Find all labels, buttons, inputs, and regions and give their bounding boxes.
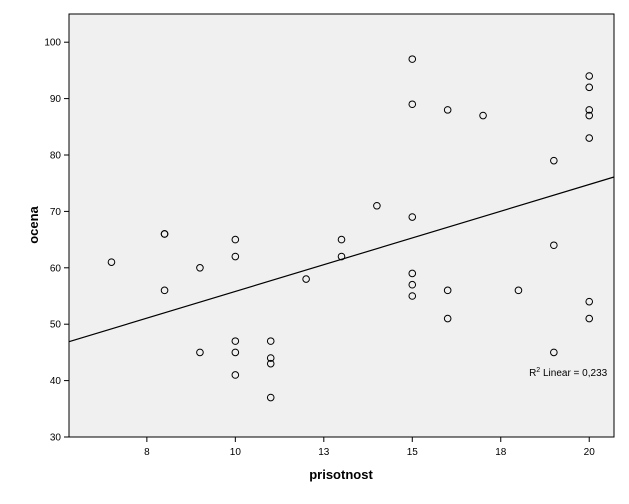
data-points xyxy=(107,55,594,402)
y-tick-label: 50 xyxy=(50,320,62,331)
data-point xyxy=(550,241,558,250)
data-point xyxy=(196,264,204,272)
data-point xyxy=(585,297,594,306)
y-axis: 30 40 50 60 70 80 90 100 xyxy=(44,38,69,444)
y-tick-label: 100 xyxy=(44,38,61,49)
data-point xyxy=(231,235,240,244)
data-point xyxy=(408,55,417,63)
data-point xyxy=(408,100,417,109)
data-point xyxy=(266,354,275,362)
y-tick-label: 40 xyxy=(50,376,62,387)
r-squared-suffix: Linear = 0,233 xyxy=(540,368,607,379)
x-tick-label: 13 xyxy=(318,447,330,458)
data-point xyxy=(585,106,594,114)
data-point xyxy=(160,230,169,238)
data-point xyxy=(585,111,594,120)
x-axis: 8 10 13 15 18 20 xyxy=(144,437,595,458)
data-point xyxy=(337,252,346,261)
data-point xyxy=(408,280,417,289)
data-point xyxy=(196,348,204,357)
data-point xyxy=(266,359,275,368)
x-tick-label: 15 xyxy=(407,447,419,458)
x-tick-label: 10 xyxy=(230,447,242,458)
data-point xyxy=(443,286,452,295)
data-point xyxy=(337,235,346,244)
data-point xyxy=(266,393,275,402)
data-point xyxy=(373,201,381,210)
r-squared-superscript: 2 xyxy=(536,367,540,374)
data-point xyxy=(550,348,558,357)
y-tick-label: 60 xyxy=(50,263,62,274)
y-tick-label: 30 xyxy=(50,433,62,444)
data-point xyxy=(585,83,594,92)
data-point xyxy=(408,292,417,300)
data-point xyxy=(514,286,523,295)
data-point xyxy=(443,314,452,323)
data-point xyxy=(302,275,310,283)
x-tick-label: 20 xyxy=(584,447,596,458)
data-point xyxy=(408,269,417,278)
y-tick-label: 80 xyxy=(50,151,62,162)
data-point xyxy=(443,106,452,114)
data-point xyxy=(107,258,116,266)
x-axis-title: prisotnost xyxy=(309,467,373,482)
data-point xyxy=(550,156,558,165)
data-point xyxy=(266,337,275,345)
x-tick-label: 8 xyxy=(144,447,150,458)
data-point xyxy=(231,337,240,345)
data-point xyxy=(231,348,240,357)
y-axis-title: ocena xyxy=(26,205,41,243)
r-squared-prefix: R xyxy=(529,368,536,379)
data-point xyxy=(231,252,240,261)
x-tick-label: 18 xyxy=(495,447,507,458)
data-point xyxy=(479,111,487,120)
data-point xyxy=(160,286,169,295)
data-point xyxy=(585,314,594,323)
data-point xyxy=(231,371,240,379)
y-tick-label: 70 xyxy=(50,207,62,218)
data-point xyxy=(585,134,594,142)
r-squared-annotation: R2 Linear = 0,233 xyxy=(529,367,608,379)
data-point xyxy=(585,72,594,80)
data-point xyxy=(408,213,417,221)
plot-background xyxy=(68,13,615,438)
y-tick-label: 90 xyxy=(50,94,62,105)
